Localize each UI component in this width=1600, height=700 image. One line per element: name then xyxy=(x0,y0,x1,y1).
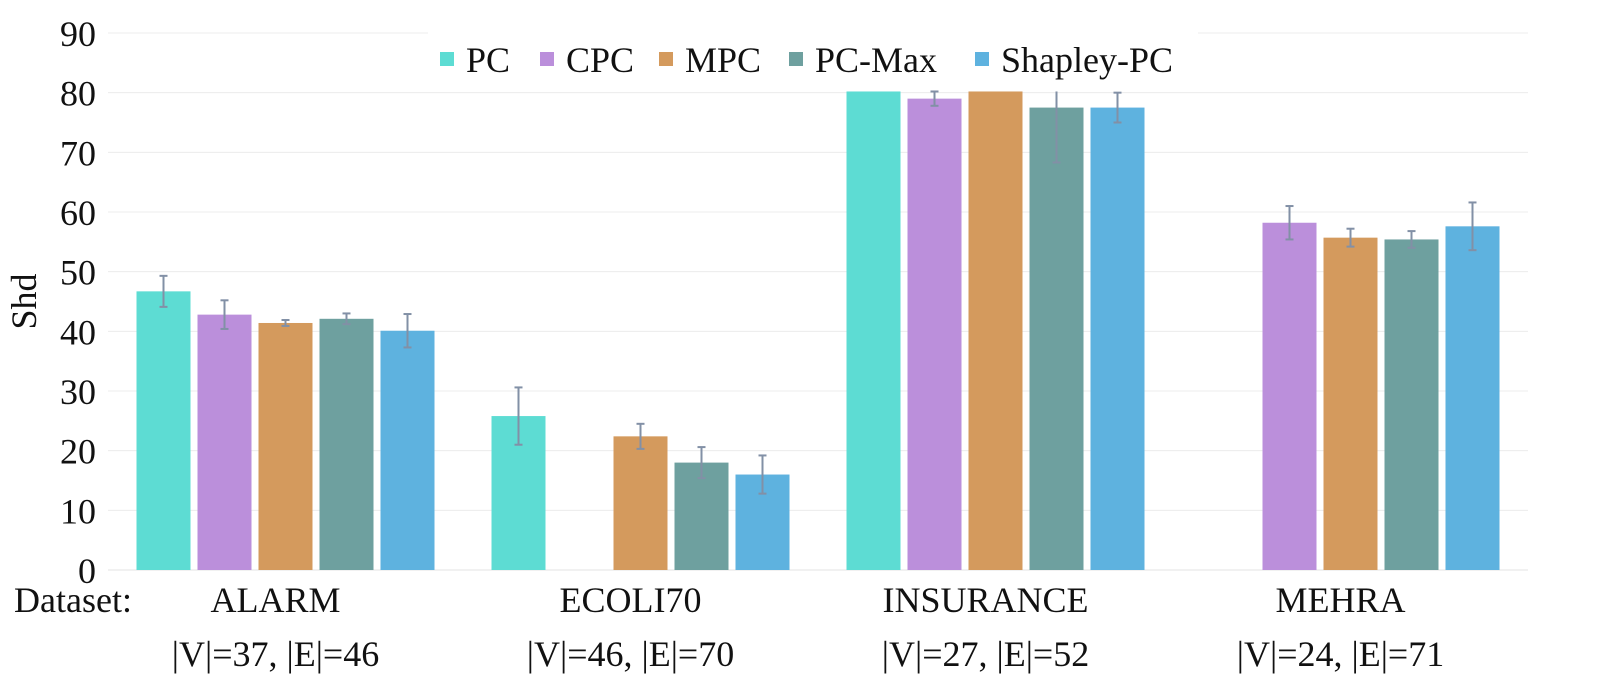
legend-swatch xyxy=(975,52,989,66)
legend-label: PC-Max xyxy=(815,40,937,80)
y-tick-label: 90 xyxy=(60,14,96,54)
category-sublabel: |V|=27, |E|=52 xyxy=(882,634,1089,674)
error-bar xyxy=(403,313,412,349)
error-bar xyxy=(220,299,229,330)
bar-mpc-ecoli70 xyxy=(613,436,668,570)
y-tick-label: 30 xyxy=(60,372,96,412)
error-bar xyxy=(758,454,767,495)
bar-pc-max-insurance xyxy=(1029,107,1084,570)
bar-pc-max-mehra xyxy=(1384,239,1439,571)
y-tick-label: 60 xyxy=(60,193,96,233)
error-bar xyxy=(636,422,645,450)
x-axis-title: Dataset: xyxy=(14,580,132,620)
y-tick-label: 70 xyxy=(60,133,96,173)
bar-mpc-alarm xyxy=(258,322,313,570)
error-bar xyxy=(930,90,939,107)
error-bar xyxy=(697,446,706,480)
bar-cpc-insurance xyxy=(907,98,962,570)
category-label: INSURANCE xyxy=(882,580,1088,620)
legend-swatch xyxy=(789,52,803,66)
bar-shapley-pc-insurance xyxy=(1090,107,1145,570)
y-tick-label: 10 xyxy=(60,491,96,531)
bar-pc-insurance xyxy=(846,91,901,571)
legend-label: PC xyxy=(466,40,510,80)
y-tick-label: 80 xyxy=(60,74,96,114)
bars xyxy=(136,91,1500,571)
legend-background xyxy=(428,26,1198,90)
legend-swatch xyxy=(540,52,554,66)
error-bar xyxy=(1113,91,1122,124)
error-bars xyxy=(159,90,1477,495)
category-sublabel: |V|=37, |E|=46 xyxy=(172,634,379,674)
legend-label: CPC xyxy=(566,40,634,80)
category-label: MEHRA xyxy=(1275,580,1405,620)
bar-pc-max-alarm xyxy=(319,318,374,570)
error-bar xyxy=(1407,230,1416,249)
error-bar xyxy=(1346,227,1355,248)
y-tick-label: 40 xyxy=(60,312,96,352)
category-label: ALARM xyxy=(210,580,340,620)
legend: PC CPC MPC PC-Max Shapley-PC xyxy=(428,26,1198,90)
legend-label: Shapley-PC xyxy=(1001,40,1173,80)
category-sublabel: |V|=24, |E|=71 xyxy=(1237,634,1444,674)
error-bar xyxy=(159,274,168,308)
legend-label: MPC xyxy=(685,40,761,80)
legend-swatch xyxy=(440,52,454,66)
bar-mpc-mehra xyxy=(1323,237,1378,570)
error-bar xyxy=(1052,91,1061,164)
error-bar xyxy=(281,318,290,327)
bar-shapley-pc-alarm xyxy=(380,330,435,570)
error-bar xyxy=(1285,205,1294,241)
y-tick-label: 20 xyxy=(60,432,96,472)
category-label: ECOLI70 xyxy=(560,580,702,620)
y-tick-label: 0 xyxy=(78,551,96,591)
category-labels: ALARM |V|=37, |E|=46 ECOLI70 |V|=46, |E|=70… xyxy=(172,580,1444,674)
error-bar xyxy=(514,386,523,446)
y-axis-title: Shd xyxy=(4,273,44,329)
bar-cpc-mehra xyxy=(1262,222,1317,571)
y-tick-label: 50 xyxy=(60,253,96,293)
bar-pc-alarm xyxy=(136,291,191,570)
bar-pc-max-ecoli70 xyxy=(674,462,729,570)
error-bar xyxy=(1468,201,1477,252)
y-axis-ticks: 0 10 20 30 40 50 60 70 80 90 xyxy=(60,14,96,591)
bar-shapley-pc-mehra xyxy=(1445,226,1500,570)
category-sublabel: |V|=46, |E|=70 xyxy=(527,634,734,674)
bar-cpc-alarm xyxy=(197,314,252,570)
legend-swatch xyxy=(659,52,673,66)
bar-mpc-insurance xyxy=(968,91,1023,571)
error-bar xyxy=(342,312,351,326)
